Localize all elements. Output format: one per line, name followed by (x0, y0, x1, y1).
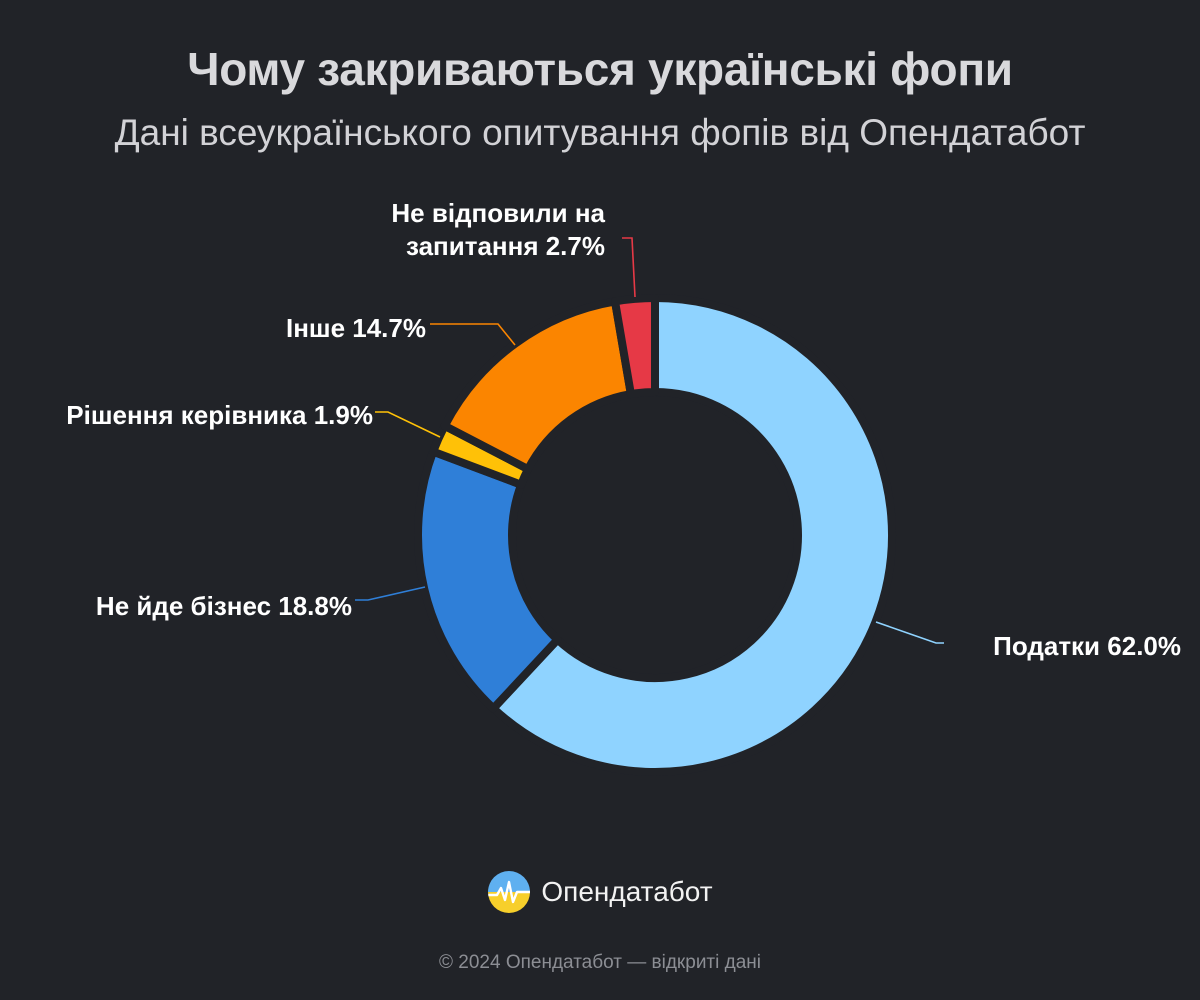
slice-label-2: Не йде бізнес 18.8% (96, 591, 352, 621)
slice-label-4: Інше 14.7% (286, 313, 426, 343)
leader-line-4 (430, 323, 516, 346)
brand-name: Опендатабот (541, 876, 713, 907)
footer-copyright: © 2024 Опендатабот — відкриті дані (439, 952, 761, 973)
leader-line-2 (355, 586, 426, 601)
chart-subtitle: Дані всеукраїнського опитування фопів ві… (114, 112, 1086, 153)
slice-label-1: Податки 62.0% (993, 631, 1181, 661)
chart-title: Чому закриваються українські фопи (187, 43, 1013, 95)
leader-line-5 (622, 237, 636, 298)
donut-slice-2 (414, 447, 562, 713)
slice-label-3: Рішення керівника 1.9% (66, 400, 373, 430)
donut-slice-5 (611, 294, 659, 399)
leader-line-3 (375, 411, 441, 438)
leader-line-1 (875, 621, 944, 644)
brand: Опендатабот (0, 870, 1200, 914)
opendatabot-logo-icon (488, 871, 531, 913)
slice-label-5: Не відповили на запитання 2.7% (391, 198, 605, 261)
donut-slice-4 (440, 297, 635, 474)
donut-slice-1 (489, 294, 896, 776)
